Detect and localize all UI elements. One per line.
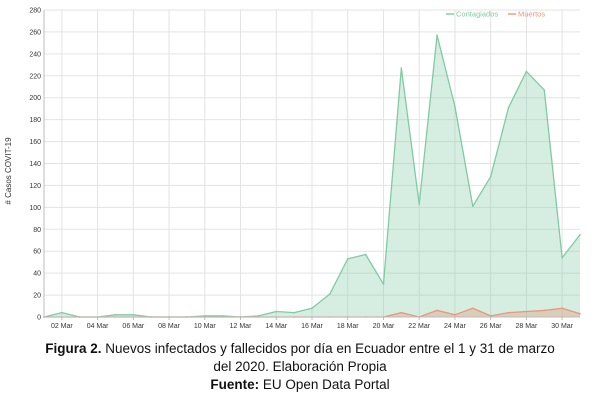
y-tick-label: 180 [29,117,41,124]
x-tick-label: 30 Mar [551,323,573,330]
data-point [436,34,438,37]
data-point [454,105,456,108]
y-tick-label: 220 [29,73,41,80]
x-tick-labels: 02 Mar 04 Mar 06 Mar 08 Mar 10 Mar 12 Mar 14 M… [51,323,574,330]
axes [43,10,580,318]
y-tick-label: 260 [29,29,41,36]
data-point [204,315,206,317]
x-tick-label: 20 Mar [373,323,395,330]
y-tick-label: 200 [29,95,41,102]
caption-source-line: Fuente: EU Open Data Portal [0,376,600,394]
x-tick-label: 28 Mar [516,323,538,330]
y-tick-label: 140 [29,161,41,168]
x-tick-label: 04 Mar [87,323,109,330]
x-tick-label: 26 Mar [480,323,502,330]
data-point [400,311,403,314]
y-axis-label: # Casos COVIT-19 [4,137,13,205]
data-point [543,309,546,312]
data-point [221,315,224,317]
data-point [436,309,438,312]
x-tick-label: 08 Mar [158,323,180,330]
source-text: EU Open Data Portal [259,377,390,392]
caption-line-2: del 2020. Elaboración Propia [0,358,600,376]
x-tick-label: 12 Mar [230,323,252,330]
caption-text-2: del 2020. Elaboración Propia [213,359,387,374]
caption-line-1: Figura 2. Nuevos infectados y fallecidos… [0,340,600,358]
data-point [114,314,117,316]
data-point [489,175,492,178]
data-point [293,311,295,314]
chart: 020406080100120140160180200220240260280 … [4,8,581,330]
data-point [507,311,510,314]
y-tick-labels: 0 20 40 60 80 100 120 140 160 180 200 220 240 260 280 [29,8,41,322]
figure-label: Figura 2. [45,341,102,356]
x-tick-label: 18 Mar [337,323,359,330]
data-point [346,258,349,260]
x-tick-label: 10 Mar [194,323,216,330]
y-tick-label: 100 [29,205,41,212]
x-tick-label: 06 Mar [122,323,144,330]
y-tick-label: 0 [37,315,41,322]
data-point [525,70,528,73]
data-point [489,315,492,317]
data-point [311,307,313,310]
data-point [364,253,367,256]
data-point [561,256,563,259]
y-tick-label: 120 [29,183,41,190]
data-point [329,293,331,295]
legend-item-contagiados[interactable]: Contagiados [446,10,498,19]
y-tick-label: 80 [33,227,41,234]
y-tick-label: 60 [33,249,41,256]
x-tick-label: 22 Mar [408,323,430,330]
caption-text-1: Nuevos infectados y fallecidos por día e… [101,341,555,356]
data-point [579,312,581,315]
gridlines [44,9,580,320]
series-area-fill [44,308,580,317]
data-point [382,283,385,285]
legend-item-muertos[interactable]: Muertos [508,10,545,19]
data-point [561,307,563,310]
x-tick-label: 24 Mar [444,323,466,330]
y-tick-label: 160 [29,139,41,146]
y-tick-label: 20 [33,293,41,300]
data-point [132,314,135,316]
data-point [257,315,260,317]
data-point [472,307,474,310]
data-point [525,310,528,313]
x-tick-label: 02 Mar [51,323,73,330]
y-tick-label: 40 [33,271,41,278]
series-area-fill [44,35,580,317]
data-point [507,106,510,109]
legend-label: Contagiados [456,10,498,19]
x-tick-label: 16 Mar [301,323,323,330]
data-point [454,314,456,316]
data-point [579,233,581,236]
legend-label: Muertos [518,10,545,19]
legend[interactable]: Contagiados Muertos [446,10,545,19]
data-point [472,205,474,208]
data-point [61,311,63,314]
y-tick-label: 280 [29,8,41,15]
data-point [275,310,278,313]
data-point [418,203,421,205]
data-point [400,67,403,69]
y-tick-label: 240 [29,51,41,58]
source-label: Fuente: [210,377,260,392]
x-tick-label: 14 Mar [265,323,287,330]
figure-caption: Figura 2. Nuevos infectados y fallecidos… [0,340,600,394]
data-point [543,89,546,91]
